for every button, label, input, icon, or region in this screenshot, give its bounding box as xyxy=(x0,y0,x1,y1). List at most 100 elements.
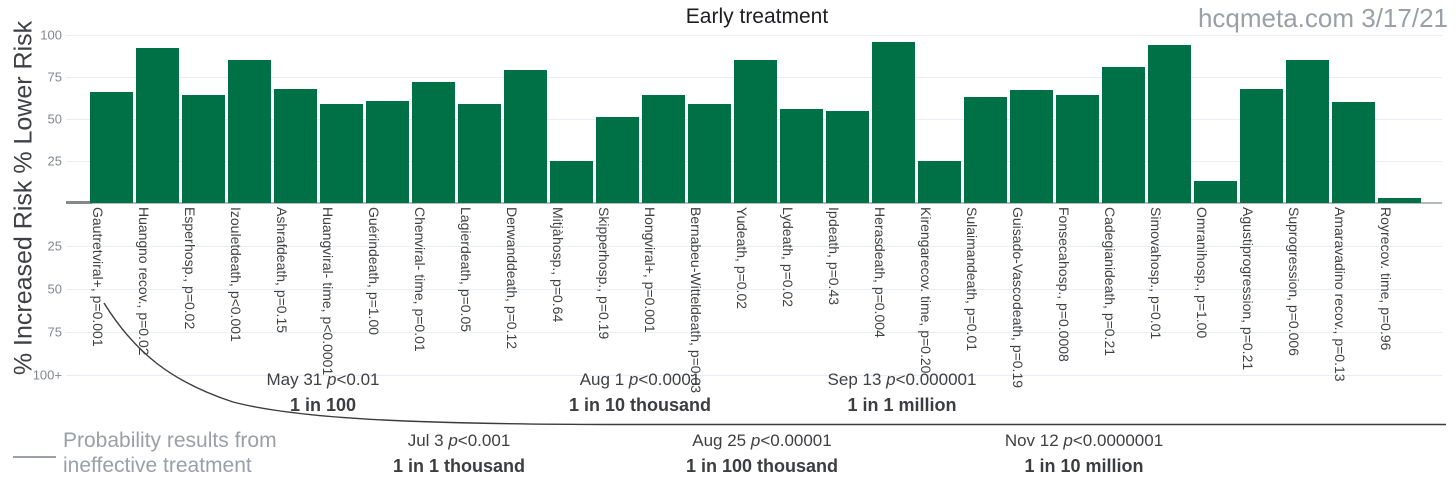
study-name: Sulaiman xyxy=(964,207,980,266)
study-outcome-pvalue: viral+, p=0.001 xyxy=(642,240,658,334)
y-tick-label: 50 xyxy=(47,281,62,297)
milestone-annotation: Nov 12 p<0.0000001 1 in 10 million xyxy=(1005,431,1163,476)
x-axis-label: Hong viral+, p=0.001 xyxy=(642,207,685,333)
x-axis-label: Mitjà hosp., p=0.64 xyxy=(550,207,593,322)
bar xyxy=(826,110,869,203)
bar xyxy=(504,70,547,203)
chart-title: Early treatment xyxy=(685,5,829,28)
curve-legend: Probability results from ineffective tre… xyxy=(63,428,277,478)
x-axis-label: Skipper hosp., p=0.19 xyxy=(596,207,639,340)
bar xyxy=(1332,102,1375,203)
bar xyxy=(136,48,179,203)
study-name: Roy xyxy=(1378,207,1394,232)
milestone-probability: 1 in 100 xyxy=(289,395,357,415)
study-name: Ashraf xyxy=(274,207,290,248)
milestone-annotation: May 31 p<0.01 1 in 100 xyxy=(267,370,380,415)
bar xyxy=(274,88,317,203)
study-name: Su xyxy=(1286,207,1302,225)
study-outcome-pvalue: death, p=0.15 xyxy=(274,247,290,334)
milestone-probability: 1 in 10 thousand xyxy=(568,395,712,415)
study-outcome-pvalue: progression, p=0.006 xyxy=(1286,224,1302,357)
study-name: Agusti xyxy=(1240,207,1256,246)
study-name: Omrani xyxy=(1194,207,1210,253)
milestone-annotation: Aug 25 p<0.00001 1 in 100 thousand xyxy=(686,431,838,476)
x-axis-label: Roy recov. time, p=0.96 xyxy=(1378,207,1421,350)
study-outcome-pvalue: recov. time, p=0.96 xyxy=(1378,231,1394,351)
study-outcome-pvalue: hosp., p=1.00 xyxy=(1194,252,1210,339)
x-axis-label: Izoulet death, p<0.001 xyxy=(228,207,271,342)
zero-baseline xyxy=(66,202,1442,204)
study-name: Lagier xyxy=(458,207,474,246)
gridline xyxy=(66,289,1442,290)
x-axis-label: Agusti progression, p=0.21 xyxy=(1240,207,1283,370)
study-outcome-pvalue: hosp., p=0.0008 xyxy=(1056,260,1072,362)
bar xyxy=(734,60,777,203)
study-outcome-pvalue: hosp., p=0.02 xyxy=(182,243,198,329)
study-outcome-pvalue: hosp., p=0.01 xyxy=(1148,253,1164,339)
milestone-annotation: Aug 1 p<0.0001 1 in 10 thousand xyxy=(569,370,711,415)
study-outcome-pvalue: progression, p=0.21 xyxy=(1240,245,1256,371)
y-tick-label: 100+ xyxy=(32,367,62,383)
study-outcome-pvalue: death, p=0.02 xyxy=(780,221,796,308)
study-name: Mitjà xyxy=(550,207,566,237)
x-axis-label: Lagier death, p=0.05 xyxy=(458,207,501,332)
study-name: Skipper xyxy=(596,207,612,255)
study-outcome-pvalue: hosp., p=0.64 xyxy=(550,236,566,322)
x-axis-label: Omrani hosp., p=1.00 xyxy=(1194,207,1237,338)
curve-legend-line-2: ineffective treatment xyxy=(63,454,252,477)
bar xyxy=(366,100,409,203)
x-axis-label: Heras death, p=0.004 xyxy=(872,207,915,338)
study-name: Simova xyxy=(1148,207,1164,254)
bar xyxy=(1286,60,1329,203)
study-outcome-pvalue: death, p=0.004 xyxy=(872,244,888,339)
study-outcome-pvalue: no recov., p=0.02 xyxy=(136,248,152,356)
study-name: Guérin xyxy=(366,207,382,250)
study-name: Cadegiani xyxy=(1102,207,1118,271)
study-name: Kirenga xyxy=(918,207,934,256)
milestone-probability: 1 in 1 million xyxy=(847,395,957,415)
study-name: Huang xyxy=(136,207,152,249)
x-axis-label: Derwand death, p=0.12 xyxy=(504,207,547,349)
study-outcome-pvalue: death, p=0.43 xyxy=(826,218,842,305)
study-name: Izoulet xyxy=(228,207,244,249)
study-outcome-pvalue: death, p=0.21 xyxy=(1102,270,1118,357)
study-name: Yu xyxy=(734,207,750,224)
milestone-date-pvalue: Sep 13 p<0.000001 xyxy=(827,370,977,389)
x-axis-label: Fonseca hosp., p=0.0008 xyxy=(1056,207,1099,362)
bar xyxy=(550,161,593,203)
bar xyxy=(1240,88,1283,203)
milestone-date-pvalue: May 31 p<0.01 xyxy=(266,370,380,389)
zero-baseline-stub xyxy=(66,201,92,204)
study-name: Heras xyxy=(872,207,888,245)
study-outcome-pvalue: viral- time, p<0.0001 xyxy=(320,248,336,376)
x-axis-label: Simova hosp., p=0.01 xyxy=(1148,207,1191,339)
study-outcome-pvalue: death, p=0.02 xyxy=(734,223,750,310)
bar xyxy=(688,103,731,203)
x-axis-label: Yu death, p=0.02 xyxy=(734,207,777,309)
bar xyxy=(918,161,961,203)
y-tick-label: 50 xyxy=(47,111,62,127)
study-name: Gautret xyxy=(90,207,106,254)
bar xyxy=(182,95,225,203)
milestone-probability: 1 in 1 thousand xyxy=(392,456,526,476)
x-axis-label: Ip death, p=0.43 xyxy=(826,207,869,305)
bar xyxy=(872,41,915,203)
x-axis-label: Su progression, p=0.006 xyxy=(1286,207,1329,356)
x-axis-label: Ly death, p=0.02 xyxy=(780,207,823,307)
study-outcome-pvalue: death, p=0.19 xyxy=(1010,301,1026,388)
bar xyxy=(90,92,133,203)
study-outcome-pvalue: hosp., p=0.19 xyxy=(596,254,612,340)
study-name: Chen xyxy=(412,207,428,241)
gridline xyxy=(66,246,1442,247)
study-outcome-pvalue: viral- time, p=0.01 xyxy=(412,240,428,353)
watermark-source-date: hcqmeta.com 3/17/21 xyxy=(1197,3,1448,33)
curve-legend-line-1: Probability results from xyxy=(63,429,277,452)
x-axis-label: Huang no recov., p=0.02 xyxy=(136,207,179,356)
milestone-probability: 1 in 10 million xyxy=(1024,456,1144,476)
x-axis-label: Guisado-Vasco death, p=0.19 xyxy=(1010,207,1053,388)
y-tick-label: 75 xyxy=(47,69,62,85)
study-name: Ly xyxy=(780,207,796,222)
y-tick-label: 25 xyxy=(47,238,62,254)
y-tick-label: 75 xyxy=(47,324,62,340)
study-name: Bernabeu-Wittel xyxy=(688,207,704,308)
